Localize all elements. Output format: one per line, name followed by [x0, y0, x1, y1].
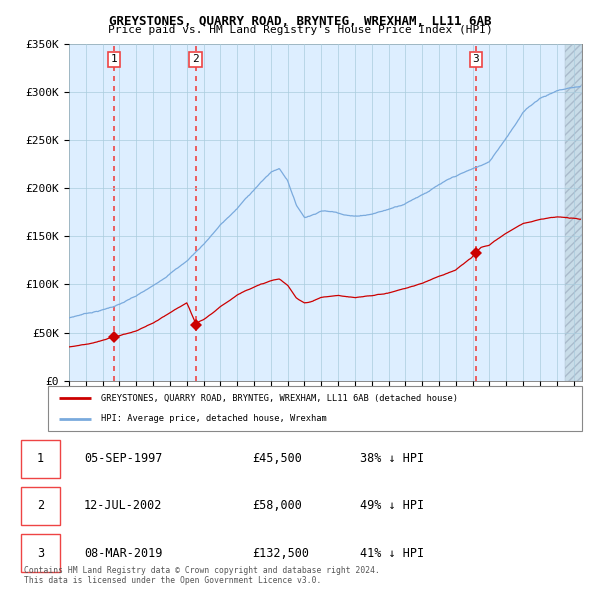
Text: HPI: Average price, detached house, Wrexham: HPI: Average price, detached house, Wrex… — [101, 414, 327, 423]
Text: 08-MAR-2019: 08-MAR-2019 — [84, 546, 163, 560]
Text: GREYSTONES, QUARRY ROAD, BRYNTEG, WREXHAM, LL11 6AB (detached house): GREYSTONES, QUARRY ROAD, BRYNTEG, WREXHA… — [101, 394, 458, 403]
Text: 3: 3 — [37, 546, 44, 560]
Text: 1: 1 — [37, 452, 44, 466]
FancyBboxPatch shape — [48, 386, 582, 431]
Text: 49% ↓ HPI: 49% ↓ HPI — [360, 499, 424, 513]
Text: 1: 1 — [110, 54, 117, 64]
Text: 38% ↓ HPI: 38% ↓ HPI — [360, 452, 424, 466]
Text: £45,500: £45,500 — [252, 452, 302, 466]
Text: 12-JUL-2002: 12-JUL-2002 — [84, 499, 163, 513]
Text: GREYSTONES, QUARRY ROAD, BRYNTEG, WREXHAM, LL11 6AB: GREYSTONES, QUARRY ROAD, BRYNTEG, WREXHA… — [109, 15, 491, 28]
Text: £132,500: £132,500 — [252, 546, 309, 560]
Text: 41% ↓ HPI: 41% ↓ HPI — [360, 546, 424, 560]
Text: 05-SEP-1997: 05-SEP-1997 — [84, 452, 163, 466]
Bar — [565, 44, 582, 381]
Text: 2: 2 — [192, 54, 199, 64]
Text: Price paid vs. HM Land Registry's House Price Index (HPI): Price paid vs. HM Land Registry's House … — [107, 25, 493, 35]
Text: £58,000: £58,000 — [252, 499, 302, 513]
Text: Contains HM Land Registry data © Crown copyright and database right 2024.
This d: Contains HM Land Registry data © Crown c… — [24, 566, 380, 585]
Text: 2: 2 — [37, 499, 44, 513]
Text: 3: 3 — [472, 54, 479, 64]
